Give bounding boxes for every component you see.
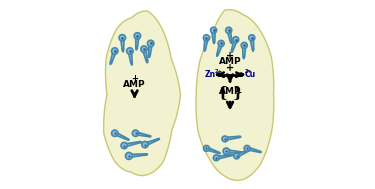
Polygon shape — [124, 142, 140, 147]
Polygon shape — [122, 50, 124, 52]
Polygon shape — [110, 62, 112, 65]
Circle shape — [111, 130, 118, 136]
Polygon shape — [128, 139, 129, 140]
Text: AMP: AMP — [219, 87, 242, 96]
Polygon shape — [226, 150, 242, 153]
Polygon shape — [136, 36, 139, 48]
Circle shape — [244, 146, 250, 151]
Polygon shape — [114, 132, 128, 140]
Polygon shape — [252, 49, 254, 51]
Circle shape — [234, 153, 240, 159]
Text: +: + — [226, 63, 234, 73]
Circle shape — [126, 153, 132, 159]
Circle shape — [141, 46, 147, 52]
Circle shape — [249, 35, 255, 41]
Circle shape — [134, 33, 141, 39]
Circle shape — [213, 155, 219, 161]
Text: AMP: AMP — [219, 57, 242, 67]
Polygon shape — [128, 51, 132, 63]
Polygon shape — [243, 45, 246, 57]
Polygon shape — [236, 149, 250, 157]
Polygon shape — [217, 43, 223, 54]
Polygon shape — [242, 152, 244, 153]
Polygon shape — [136, 48, 137, 50]
Polygon shape — [231, 155, 233, 156]
Circle shape — [127, 48, 133, 54]
Polygon shape — [204, 38, 208, 49]
Circle shape — [226, 27, 232, 33]
Circle shape — [142, 141, 148, 148]
Polygon shape — [148, 43, 152, 55]
Polygon shape — [146, 154, 148, 155]
Polygon shape — [230, 41, 232, 44]
Circle shape — [222, 136, 228, 142]
Text: {: { — [218, 85, 228, 99]
Circle shape — [147, 40, 154, 47]
Polygon shape — [225, 136, 240, 140]
Text: Zn: Zn — [204, 70, 216, 79]
Polygon shape — [212, 30, 215, 42]
Polygon shape — [243, 57, 244, 59]
Text: 2+: 2+ — [214, 69, 223, 74]
Polygon shape — [149, 136, 151, 137]
Circle shape — [232, 37, 239, 43]
Polygon shape — [217, 54, 218, 57]
Circle shape — [239, 73, 243, 76]
Polygon shape — [135, 132, 150, 137]
Polygon shape — [158, 139, 160, 140]
Polygon shape — [213, 42, 215, 44]
Circle shape — [217, 73, 221, 76]
Polygon shape — [196, 10, 274, 180]
Text: AMP: AMP — [123, 80, 146, 89]
Circle shape — [210, 27, 217, 33]
Circle shape — [111, 48, 118, 54]
Circle shape — [204, 146, 209, 151]
Text: +: + — [131, 74, 138, 83]
Polygon shape — [148, 55, 150, 58]
Polygon shape — [140, 142, 142, 143]
Polygon shape — [250, 38, 254, 49]
Text: 2+: 2+ — [244, 69, 252, 74]
Text: }: } — [232, 85, 242, 99]
Polygon shape — [129, 154, 146, 157]
Circle shape — [203, 35, 209, 41]
Polygon shape — [227, 30, 232, 42]
Polygon shape — [204, 49, 206, 51]
Polygon shape — [240, 136, 241, 137]
Polygon shape — [260, 151, 261, 152]
Polygon shape — [231, 39, 237, 51]
Circle shape — [218, 40, 224, 46]
Circle shape — [121, 142, 128, 149]
Polygon shape — [131, 63, 132, 65]
Polygon shape — [249, 149, 251, 150]
Circle shape — [241, 42, 247, 48]
Polygon shape — [206, 147, 219, 153]
Text: +: + — [226, 51, 234, 61]
Polygon shape — [110, 50, 116, 63]
Circle shape — [119, 35, 126, 41]
Circle shape — [223, 148, 230, 154]
Polygon shape — [104, 11, 180, 176]
Circle shape — [132, 130, 139, 136]
Polygon shape — [219, 152, 220, 153]
Polygon shape — [247, 147, 260, 152]
Polygon shape — [146, 60, 148, 63]
Polygon shape — [231, 50, 233, 53]
Polygon shape — [144, 139, 158, 146]
Polygon shape — [121, 38, 124, 50]
Text: Cu: Cu — [244, 70, 256, 79]
Polygon shape — [216, 155, 232, 159]
Polygon shape — [142, 49, 148, 61]
